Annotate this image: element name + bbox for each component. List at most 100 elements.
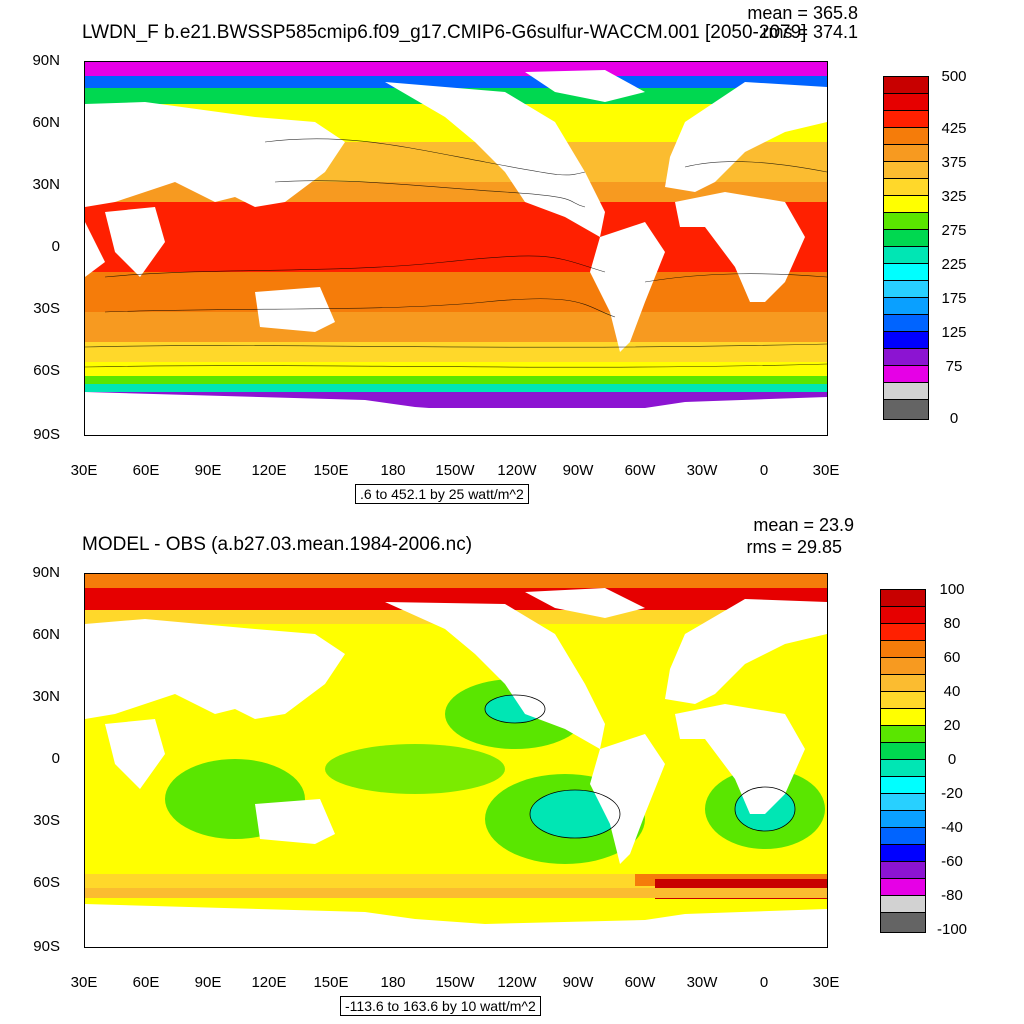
bottom-ytick-label: 30S — [33, 812, 60, 829]
bottom-xtick-label: 90W — [562, 974, 594, 991]
bottom-mean-label: mean = 23.9 — [753, 515, 854, 535]
top-colorbar-label: 425 — [941, 120, 967, 137]
top-map-frame — [84, 61, 828, 436]
bottom-ytick-label: 30N — [32, 688, 60, 705]
top-colorbar-label: 325 — [941, 188, 967, 205]
top-colorbar-box — [884, 162, 928, 179]
bottom-map-field — [85, 574, 827, 947]
top-ytick-label: 30N — [32, 176, 60, 193]
bottom-map-title: MODEL - OBS (a.b27.03.mean.1984-2006.nc) — [82, 534, 473, 555]
top-colorbar-box — [884, 196, 928, 213]
bottom-rms-label: rms = 29.85 — [746, 537, 842, 557]
bottom-map-frame — [84, 573, 828, 948]
bottom-colorbar-label: -60 — [941, 853, 963, 870]
top-xtick-label: 150W — [435, 462, 475, 479]
top-xtick-label: 30E — [812, 462, 840, 479]
top-xtick-label: 180 — [380, 462, 406, 479]
bottom-colorbar-label: 60 — [943, 649, 961, 666]
top-colorbar-box — [884, 77, 928, 94]
bottom-xtick-label: 0 — [759, 974, 769, 991]
top-ytick-label: 90N — [32, 52, 60, 69]
bottom-colorbar-label: 80 — [943, 615, 961, 632]
bottom-xtick-label: 30E — [812, 974, 840, 991]
top-rms-label: rms = 374.1 — [762, 22, 858, 42]
top-xtick-label: 60E — [132, 462, 160, 479]
bottom-colorbar-box — [881, 828, 925, 845]
top-map-title: LWDN_F b.e21.BWSSP585cmip6.f09_g17.CMIP6… — [82, 22, 807, 43]
bottom-colorbar-label: -100 — [936, 921, 968, 938]
top-panel: LWDN_F b.e21.BWSSP585cmip6.f09_g17.CMIP6… — [32, 3, 967, 504]
top-xtick-label: 120E — [251, 462, 287, 479]
top-colorbar-box — [884, 247, 928, 264]
bottom-colorbar-label: 100 — [939, 581, 965, 598]
bottom-colorbar-label: 20 — [943, 717, 961, 734]
bottom-xtick-label: 120W — [497, 974, 537, 991]
bottom-colorbar-box — [881, 896, 925, 913]
bottom-xtick-label: 120E — [251, 974, 287, 991]
bottom-colorbar-label: -40 — [941, 819, 963, 836]
bottom-ytick-label: 90S — [33, 938, 60, 955]
bottom-colorbar-box — [881, 879, 925, 896]
top-colorbar-box — [884, 264, 928, 281]
bottom-xtick-label: 150E — [313, 974, 349, 991]
top-xtick-label: 30E — [70, 462, 98, 479]
top-colorbar-box — [884, 179, 928, 196]
top-colorbar-box — [884, 213, 928, 230]
top-xtick-label: 60W — [624, 462, 656, 479]
bottom-colorbar-label: 0 — [947, 751, 957, 768]
bottom-xtick-label: 180 — [380, 974, 406, 991]
top-colorbar-box — [884, 128, 928, 145]
top-colorbar-box — [884, 366, 928, 383]
bottom-xtick-label: 90E — [194, 974, 222, 991]
top-colorbar-label: 0 — [949, 410, 959, 427]
top-map-field — [85, 62, 827, 435]
bottom-colorbar-box — [881, 675, 925, 692]
top-colorbar-box — [884, 230, 928, 247]
top-colorbar-label: 225 — [941, 256, 967, 273]
bottom-contour-info: -113.6 to 163.6 by 10 watt/m^2 — [340, 996, 541, 1016]
bottom-colorbar — [880, 589, 926, 933]
bottom-colorbar-box — [881, 845, 925, 862]
top-xtick-label: 0 — [759, 462, 769, 479]
bottom-xtick-label: 60E — [132, 974, 160, 991]
bottom-ytick-label: 0 — [51, 750, 60, 767]
bottom-ytick-label: 60S — [33, 874, 60, 891]
bottom-colorbar-box — [881, 709, 925, 726]
bottom-xtick-label: 60W — [624, 974, 656, 991]
top-ytick-label: 30S — [33, 300, 60, 317]
top-colorbar-box — [884, 383, 928, 400]
bottom-colorbar-box — [881, 624, 925, 641]
bottom-colorbar-box — [881, 811, 925, 828]
bottom-xtick-label: 150W — [435, 974, 475, 991]
bottom-colorbar-box — [881, 658, 925, 675]
top-colorbar-box — [884, 400, 928, 419]
top-ytick-label: 60S — [33, 362, 60, 379]
top-contour-info: .6 to 452.1 by 25 watt/m^2 — [355, 484, 529, 504]
bottom-ytick-label: 90N — [32, 564, 60, 581]
bottom-colorbar-box — [881, 726, 925, 743]
bottom-ytick-label: 60N — [32, 626, 60, 643]
top-xtick-label: 150E — [313, 462, 349, 479]
top-colorbar-label: 125 — [941, 324, 967, 341]
top-mean-label: mean = 365.8 — [747, 3, 858, 23]
top-ytick-label: 0 — [51, 238, 60, 255]
top-colorbar-box — [884, 298, 928, 315]
top-colorbar — [883, 76, 929, 420]
top-colorbar-label: 275 — [941, 222, 967, 239]
bottom-colorbar-box — [881, 641, 925, 658]
bottom-colorbar-box — [881, 760, 925, 777]
bottom-colorbar-box — [881, 794, 925, 811]
top-xtick-label: 90W — [562, 462, 594, 479]
bottom-xtick-label: 30E — [70, 974, 98, 991]
top-colorbar-label: 175 — [941, 290, 967, 307]
bottom-colorbar-label: -80 — [941, 887, 963, 904]
bottom-colorbar-label: 40 — [943, 683, 961, 700]
top-colorbar-box — [884, 349, 928, 366]
bottom-panel: MODEL - OBS (a.b27.03.mean.1984-2006.nc)… — [0, 512, 1024, 1024]
bottom-colorbar-box — [881, 692, 925, 709]
top-colorbar-box — [884, 145, 928, 162]
top-colorbar-box — [884, 332, 928, 349]
top-ytick-label: 90S — [33, 426, 60, 443]
bottom-colorbar-box — [881, 777, 925, 794]
top-colorbar-label: 375 — [941, 154, 967, 171]
